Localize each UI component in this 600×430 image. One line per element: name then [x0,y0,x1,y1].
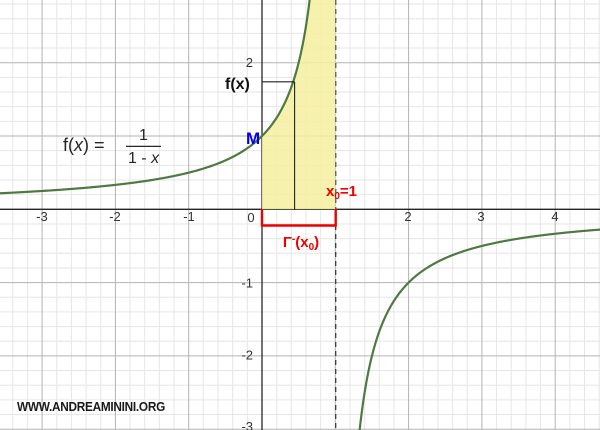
svg-text:-1: -1 [241,276,253,291]
svg-text:3: 3 [477,209,484,224]
svg-text:x0=1: x0=1 [326,183,357,202]
svg-text:1 - x: 1 - x [128,150,160,167]
svg-text:4: 4 [551,209,558,224]
svg-text:WWW.ANDREAMININI.ORG: WWW.ANDREAMININI.ORG [17,399,165,414]
svg-text:-3: -3 [36,209,48,224]
svg-text:1: 1 [139,127,148,144]
svg-text:f(x): f(x) [225,76,250,93]
svg-text:2: 2 [404,209,411,224]
svg-text:2: 2 [246,55,253,70]
svg-text:-1: -1 [183,209,195,224]
svg-text:-2: -2 [109,209,121,224]
svg-text:-3: -3 [241,419,253,430]
svg-text:0: 0 [247,210,254,225]
svg-text:Γ-(x0): Γ-(x0) [283,234,319,253]
svg-text:-2: -2 [241,348,253,363]
svg-text:M: M [246,129,260,148]
svg-text:f(x) =: f(x) = [63,135,105,155]
